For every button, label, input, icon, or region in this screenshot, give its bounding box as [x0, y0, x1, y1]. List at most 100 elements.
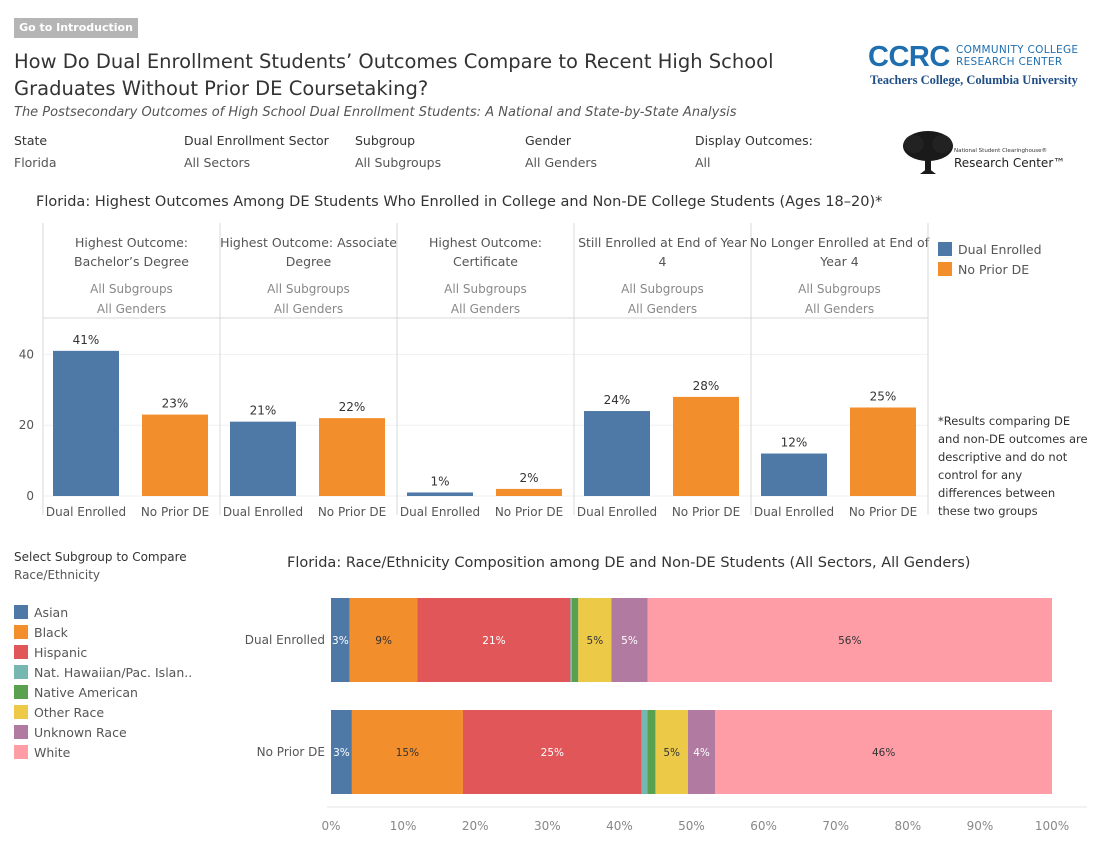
race-legend-label: White — [34, 744, 71, 760]
bar-value-label: 1% — [430, 474, 449, 488]
filter-sector: Dual Enrollment Sector All Sectors — [184, 133, 349, 170]
segment-value-label: 5% — [663, 747, 680, 759]
segment-value-label: 46% — [872, 747, 895, 759]
bar-no-prior-de — [496, 488, 562, 496]
stacked-segment — [417, 598, 571, 682]
x-tick-label: 70% — [822, 819, 849, 833]
outcomes-footnote: *Results comparing DE and non-DE outcome… — [938, 414, 1088, 518]
bar-value-label: 21% — [250, 404, 277, 418]
race-legend-item[interactable]: Other Race — [14, 702, 192, 722]
race-legend-swatch — [14, 625, 28, 639]
stacked-segment — [687, 710, 716, 794]
bar-dual-enrolled — [761, 453, 827, 496]
bar-value-label: 23% — [162, 397, 189, 411]
race-legend-item[interactable]: Nat. Hawaiian/Pac. Islan.. — [14, 662, 192, 682]
segment-value-label: 3% — [333, 747, 350, 759]
race-legend-label: Asian — [34, 604, 69, 620]
segment-value-label: 5% — [587, 635, 604, 647]
race-legend-swatch — [14, 665, 28, 679]
row-label: Dual Enrolled — [245, 633, 325, 647]
panel-header: Certificate — [453, 254, 518, 269]
x-category-label: No Prior DE — [672, 505, 740, 519]
race-legend-swatch — [14, 745, 28, 759]
filter-state-label: State — [14, 133, 48, 148]
bar-no-prior-de — [850, 407, 916, 496]
subgroup-compare-label: Select Subgroup to Compare — [14, 550, 187, 564]
x-category-label: Dual Enrolled — [754, 505, 834, 519]
legend-no-prior-de[interactable]: No Prior DE — [938, 259, 1042, 279]
filter-subgroup-value[interactable]: All Subgroups — [355, 155, 442, 170]
panel-header: Bachelor’s Degree — [74, 254, 189, 269]
subgroup-compare-value[interactable]: Race/Ethnicity — [14, 568, 101, 582]
page-title: How Do Dual Enrollment Students’ Outcome… — [14, 50, 774, 100]
segment-value-label: 15% — [396, 747, 419, 759]
ccrc-logo: CCRC COMMUNITY COLLEGE RESEARCH CENTER T… — [868, 42, 1088, 90]
race-legend-item[interactable]: Native American — [14, 682, 192, 702]
stacked-segment — [571, 598, 579, 682]
race-legend-item[interactable]: Hispanic — [14, 642, 192, 662]
panel-header: Still Enrolled at End of Year — [578, 235, 748, 250]
filter-gender-value[interactable]: All Genders — [525, 155, 598, 170]
x-tick-label: 50% — [678, 819, 705, 833]
panel-header: Highest Outcome: Associate — [220, 235, 397, 250]
race-legend-item[interactable]: Unknown Race — [14, 722, 192, 742]
stacked-segment — [647, 598, 1052, 682]
stacked-segment — [611, 598, 648, 682]
segment-value-label: 9% — [375, 635, 392, 647]
panel-gender: All Genders — [805, 302, 874, 316]
race-legend-item[interactable]: Black — [14, 622, 192, 642]
x-tick-label: 90% — [967, 819, 994, 833]
bar-value-label: 25% — [870, 390, 897, 404]
panel-header: Highest Outcome: — [429, 235, 542, 250]
x-category-label: No Prior DE — [141, 505, 209, 519]
race-legend-item[interactable]: White — [14, 742, 192, 762]
stacked-segment — [655, 710, 688, 794]
stacked-segment — [349, 598, 418, 682]
race-legend-swatch — [14, 705, 28, 719]
race-legend-label: Native American — [34, 684, 138, 700]
segment-value-label: 25% — [541, 747, 564, 759]
filter-display-outcomes-value[interactable]: All — [695, 155, 711, 170]
race-legend-swatch — [14, 645, 28, 659]
legend-dual-enrolled[interactable]: Dual Enrolled — [938, 239, 1042, 259]
filter-gender-label: Gender — [525, 133, 572, 148]
x-tick-label: 0% — [321, 819, 340, 833]
nsc-logo-line1: National Student Clearinghouse® — [954, 148, 1048, 154]
race-legend: Asian Black Hispanic Nat. Hawaiian/Pac. Isl… — [14, 602, 192, 762]
bar-dual-enrolled — [407, 492, 473, 496]
outcomes-chart-title: Florida: Highest Outcomes Among DE Stude… — [36, 194, 883, 210]
x-tick-label: 100% — [1035, 819, 1069, 833]
bar-value-label: 28% — [693, 379, 720, 393]
race-legend-label: Other Race — [34, 704, 105, 720]
x-tick-label: 60% — [750, 819, 777, 833]
panel-subgroup: All Subgroups — [798, 282, 881, 296]
ccrc-logo-line3: Teachers College, Columbia University — [870, 73, 1078, 87]
race-legend-swatch — [14, 605, 28, 619]
stacked-segment — [570, 598, 572, 682]
stacked-segment — [715, 710, 1052, 794]
panel-gender: All Genders — [97, 302, 166, 316]
bar-no-prior-de — [319, 418, 385, 496]
race-stacked-bar-chart: 0% 10% 20% 30% 40% 50% 60% 70% 80% 90% 100% Dual En… — [245, 598, 1087, 833]
race-legend-label: Unknown Race — [34, 724, 127, 740]
segment-value-label: 3% — [332, 635, 349, 647]
go-to-introduction-button[interactable]: Go to Introduction — [14, 18, 138, 38]
stacked-segment — [331, 598, 350, 682]
x-tick-label: 30% — [534, 819, 561, 833]
stacked-segment — [351, 710, 463, 794]
legend-dual-enrolled-swatch — [938, 242, 952, 256]
filter-state-value[interactable]: Florida — [14, 155, 57, 170]
segment-value-label: 21% — [482, 635, 505, 647]
outcomes-bar-chart: 0 20 40 Highest Outcome: Bachelor’s Degree Al… — [19, 223, 930, 519]
bar-value-label: 22% — [339, 400, 366, 414]
race-legend-swatch — [14, 685, 28, 699]
tree-icon — [903, 131, 953, 174]
filter-sector-value[interactable]: All Sectors — [184, 155, 251, 170]
filter-gender: Gender All Genders — [525, 133, 690, 170]
race-legend-item[interactable]: Asian — [14, 602, 192, 622]
segment-value-label: 4% — [693, 747, 710, 759]
segment-value-label: 5% — [621, 635, 638, 647]
bar-value-label: 2% — [519, 471, 538, 485]
outcomes-legend: Dual Enrolled No Prior DE — [938, 239, 1042, 279]
y-tick-label: 20 — [19, 418, 34, 432]
